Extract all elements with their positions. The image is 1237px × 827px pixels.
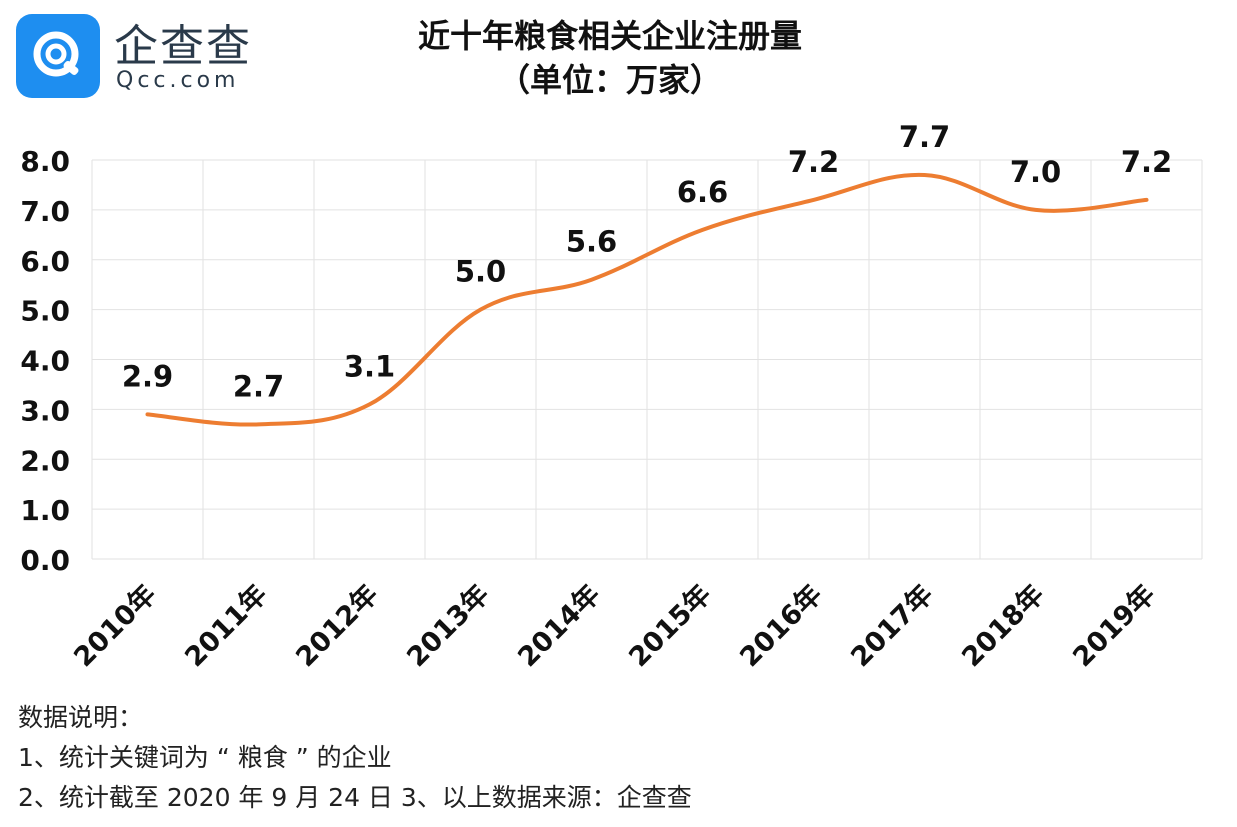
y-tick-label: 2.0 [20, 444, 70, 477]
y-tick-label: 5.0 [20, 295, 70, 328]
x-tick-label: 2015年 [623, 578, 718, 673]
line-chart: 0.0 1.0 2.0 3.0 4.0 5.0 6.0 7.0 8.0 2.9 2.7 3.1 5.0 5… [20, 120, 1203, 673]
data-label: 2.7 [233, 369, 284, 403]
data-label: 7.7 [899, 120, 950, 154]
y-tick-label: 8.0 [20, 145, 70, 178]
qcc-logo [16, 14, 100, 98]
brand-domain: Qcc.com [116, 68, 240, 93]
y-tick-label: 6.0 [20, 245, 70, 278]
data-label: 7.2 [788, 145, 839, 179]
y-tick-label: 0.0 [20, 544, 70, 577]
x-tick-label: 2010年 [68, 578, 163, 673]
data-label: 6.6 [677, 175, 728, 209]
chart-title: 近十年粮食相关企业注册量 [417, 17, 802, 55]
data-label: 2.9 [122, 359, 173, 393]
data-label: 5.6 [566, 225, 617, 259]
x-tick-label: 2012年 [290, 578, 385, 673]
x-tick-label: 2018年 [956, 578, 1051, 673]
chart-subtitle: （单位：万家） [497, 61, 722, 99]
x-tick-label: 2016年 [734, 578, 829, 673]
x-tick-label: 2019年 [1067, 578, 1162, 673]
x-tick-label: 2014年 [512, 578, 607, 673]
data-label: 7.2 [1121, 145, 1172, 179]
data-label: 5.0 [455, 255, 506, 289]
data-notes: 数据说明： 1、统计关键词为 “ 粮食 ” 的企业 2、统计截至 2020 年 … [18, 698, 692, 818]
x-tick-label: 2017年 [845, 578, 940, 673]
y-tick-label: 7.0 [20, 195, 70, 228]
y-tick-label: 3.0 [20, 394, 70, 427]
brand-name: 企查查 [114, 21, 252, 72]
chart-title-block: 近十年粮食相关企业注册量 （单位：万家） [300, 14, 920, 102]
notes-line-1: 1、统计关键词为 “ 粮食 ” 的企业 [18, 743, 392, 772]
notes-heading: 数据说明： [18, 703, 144, 732]
x-tick-label: 2013年 [401, 578, 496, 673]
notes-line-2: 2、统计截至 2020 年 9 月 24 日 3、以上数据来源：企查查 [18, 783, 692, 812]
logo-q-icon [33, 31, 79, 77]
y-tick-label: 4.0 [20, 345, 70, 378]
y-tick-label: 1.0 [20, 494, 70, 527]
x-tick-label: 2011年 [179, 578, 274, 673]
series-line [145, 172, 1149, 427]
data-label: 3.1 [344, 349, 395, 383]
data-label: 7.0 [1010, 155, 1061, 189]
